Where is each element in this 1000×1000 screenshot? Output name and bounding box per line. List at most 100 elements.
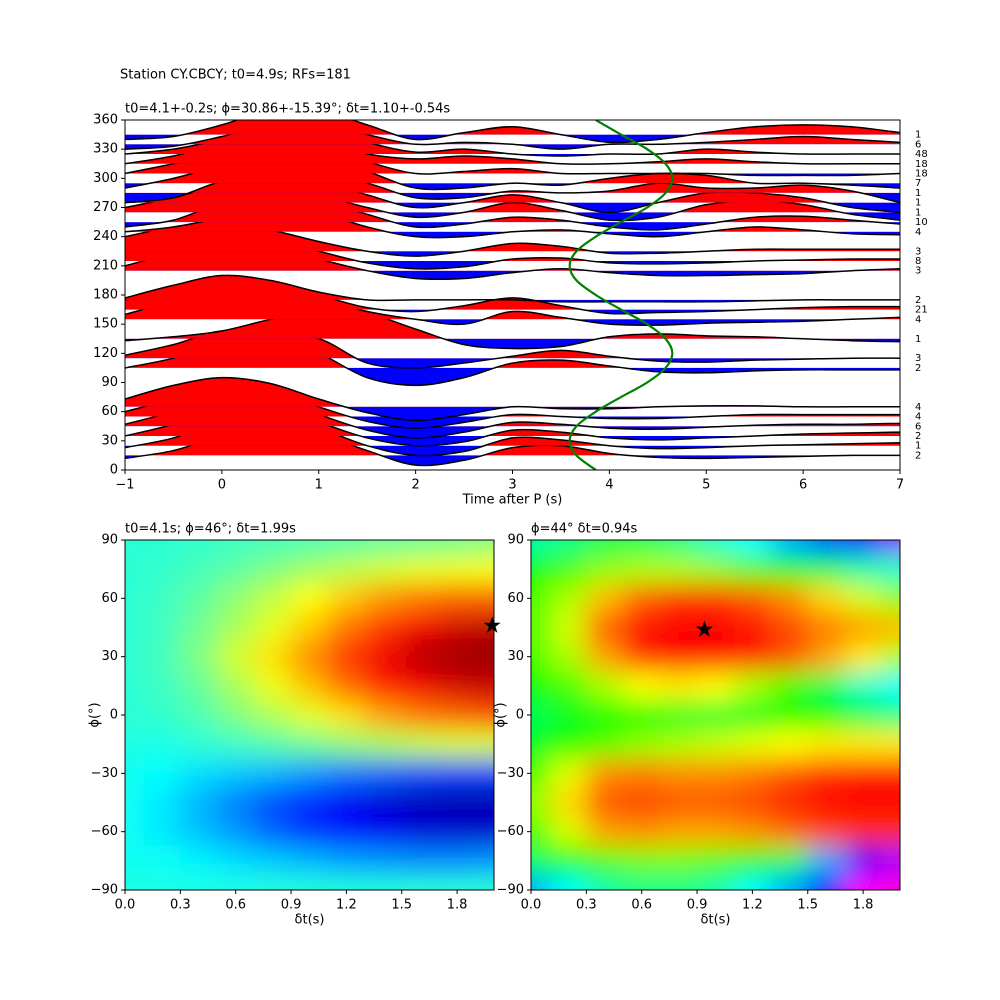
heatmap-cell: [254, 671, 292, 701]
heatmap-cell: [254, 787, 292, 818]
y-tick-label: 270: [93, 200, 118, 215]
heatmap-cell: [660, 817, 698, 847]
heatmap-cell: [125, 758, 144, 789]
heatmap-cell: [697, 817, 735, 847]
heatmap-cell: [549, 817, 587, 847]
heatmap-cell: [254, 583, 292, 614]
x-tick-label: 0.9: [281, 898, 302, 913]
x-tick-label: 5: [702, 478, 710, 493]
heatmap-cell: [881, 875, 900, 890]
heatmap-cell: [623, 642, 661, 672]
heatmap-cell: [291, 787, 329, 818]
heatmap-cell: [475, 540, 494, 556]
y-tick-label: 60: [101, 404, 118, 419]
heatmap-cell: [254, 554, 292, 585]
heatmap-cell: [401, 758, 440, 789]
heatmap-cell: [844, 875, 883, 890]
heatmap-cell: [475, 729, 494, 760]
heatmap-cell: [697, 787, 735, 818]
heatmap-cell: [733, 758, 772, 789]
heatmap-cell: [660, 554, 698, 585]
heatmap-cell: [364, 729, 403, 760]
heatmap-cell: [697, 671, 735, 701]
heatmap-cell: [291, 671, 329, 701]
heatmap-cell: [438, 787, 477, 818]
trace-count: 4: [915, 227, 921, 238]
trace-line: [125, 274, 900, 303]
heatmap-cell: [217, 642, 255, 672]
heatmap-cell: [291, 729, 329, 760]
heatmap-cell: [143, 642, 181, 672]
trace-count: 8: [915, 256, 921, 267]
y-tick-label: −30: [497, 766, 524, 781]
y-tick-label: 330: [93, 142, 118, 157]
x-tick-label: −1: [115, 478, 134, 493]
heatmap-cell: [881, 540, 900, 556]
heatmap-cell: [549, 554, 587, 585]
heatmap-cell: [697, 554, 735, 585]
heatmap-cell: [364, 583, 403, 614]
heatmap-cell: [586, 758, 624, 789]
heatmap-cell: [549, 700, 587, 731]
heatmap-cell: [733, 583, 772, 614]
heatmap-cell: [807, 758, 846, 789]
heatmap-cell: [549, 583, 587, 614]
y-tick-label: −60: [91, 824, 118, 839]
heatmap-cell: [770, 846, 809, 876]
heatmap-cell: [327, 540, 366, 556]
axes-title: t0=4.1s; ϕ=46°; δt=1.99s: [125, 522, 296, 537]
heatmap-cell: [697, 729, 735, 760]
x-tick-label: 1.5: [797, 898, 818, 913]
heatmap-cell: [770, 875, 809, 890]
heatmap-cell: [531, 846, 550, 876]
trace-count: 3: [915, 246, 921, 257]
heatmap-cell: [143, 758, 181, 789]
heatmap-cell: [143, 583, 181, 614]
heatmap-cell: [586, 671, 624, 701]
heatmap-cell: [291, 875, 329, 890]
heatmap-cell: [327, 846, 366, 876]
heatmap-cell: [364, 758, 403, 789]
trace-line: [125, 308, 900, 350]
positive-fill: [125, 396, 900, 427]
heatmap-cell: [733, 671, 772, 701]
heatmap-cell: [217, 554, 255, 585]
trace-count: 1: [915, 198, 921, 209]
trace-count: 6: [915, 139, 921, 150]
heatmap-cell: [438, 540, 477, 556]
heatmap-cell: [475, 554, 494, 585]
heatmap-cell: [586, 700, 624, 731]
heatmap-cell: [327, 875, 366, 890]
heatmap-cell: [327, 554, 366, 585]
heatmap-cell: [733, 787, 772, 818]
heatmap-cell: [881, 787, 900, 818]
trace-count: 18: [915, 168, 928, 179]
heatmap-cell: [125, 583, 144, 614]
trace-count: 2: [915, 431, 921, 442]
heatmap-cell: [327, 642, 366, 672]
axes-title: ϕ=44° δt=0.94s: [531, 522, 638, 537]
y-tick-label: 180: [93, 288, 118, 303]
heatmap-cell: [660, 612, 698, 643]
heatmap-cell: [291, 846, 329, 876]
heatmap-cell: [844, 817, 883, 847]
heatmap-cell: [807, 700, 846, 731]
heatmap-cell: [438, 700, 477, 731]
heatmap-cell: [217, 583, 255, 614]
y-tick-label: 150: [93, 317, 118, 332]
positive-fill: [125, 243, 900, 271]
y-tick-label: 0: [110, 708, 118, 723]
heatmap-cell: [586, 642, 624, 672]
heatmap-cell: [660, 758, 698, 789]
heatmap-cell: [475, 642, 494, 672]
positive-fill: [125, 377, 804, 407]
heatmap-cell: [733, 729, 772, 760]
y-axis-label: ϕ(°): [494, 702, 509, 727]
heatmap-cell: [217, 540, 255, 556]
axes-title: t0=4.1+-0.2s; ϕ=30.86+-15.39°; δt=1.10+-…: [125, 102, 450, 117]
heatmap-cell: [364, 642, 403, 672]
heatmap-cells: [531, 540, 900, 890]
heatmap-cell: [697, 875, 735, 890]
heatmap-cell: [770, 642, 809, 672]
heatmap-cell: [660, 700, 698, 731]
